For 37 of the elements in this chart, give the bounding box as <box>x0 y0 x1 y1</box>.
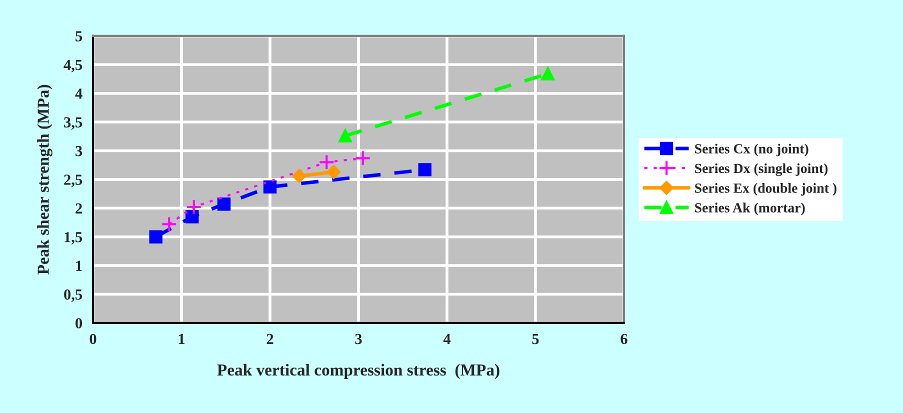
point <box>318 154 335 170</box>
point <box>186 210 199 224</box>
x-tick-label: 6 <box>620 334 628 344</box>
y-tick-label: 1 <box>76 260 82 271</box>
point <box>418 163 432 176</box>
y-tick-label: 2 <box>76 203 82 214</box>
y-axis-title: Peak shear strength (MPa) <box>37 84 52 274</box>
y-tick-label: 5 <box>76 31 82 42</box>
point <box>186 199 202 215</box>
x-tick-label: 2 <box>266 334 274 344</box>
point <box>263 180 277 194</box>
y-tick-label: 2,5 <box>64 174 82 188</box>
legend-label: Series Ex (double joint ) <box>695 183 836 196</box>
legend-label: Series Ak (mortar) <box>695 202 805 216</box>
point <box>292 169 306 183</box>
y-tick-label: 4 <box>75 88 82 99</box>
point <box>161 216 178 232</box>
x-tick-label: 5 <box>532 334 539 344</box>
x-tick-label: 1 <box>178 334 185 344</box>
point <box>541 67 554 80</box>
y-tick-label: 1,5 <box>64 232 82 245</box>
y-tick-label: 3,5 <box>64 117 82 130</box>
legend-label: Series Dx (single joint) <box>695 163 828 176</box>
point <box>338 129 352 142</box>
x-tick-label: 4 <box>443 334 451 344</box>
point <box>326 165 341 179</box>
y-tick-label: 4,5 <box>64 60 82 72</box>
y-tick-label: 0,5 <box>64 289 82 302</box>
x-axis-title: Peak vertical compression stress (MPa) <box>217 364 500 380</box>
legend-label: Series Cx (no joint) <box>695 144 808 156</box>
y-tick-label: 0 <box>76 318 82 328</box>
point <box>149 230 162 244</box>
x-tick-label: 0 <box>90 334 96 344</box>
x-tick-label: 3 <box>355 334 362 344</box>
point <box>217 198 231 211</box>
y-tick-label: 3 <box>76 146 82 156</box>
point <box>354 150 371 166</box>
